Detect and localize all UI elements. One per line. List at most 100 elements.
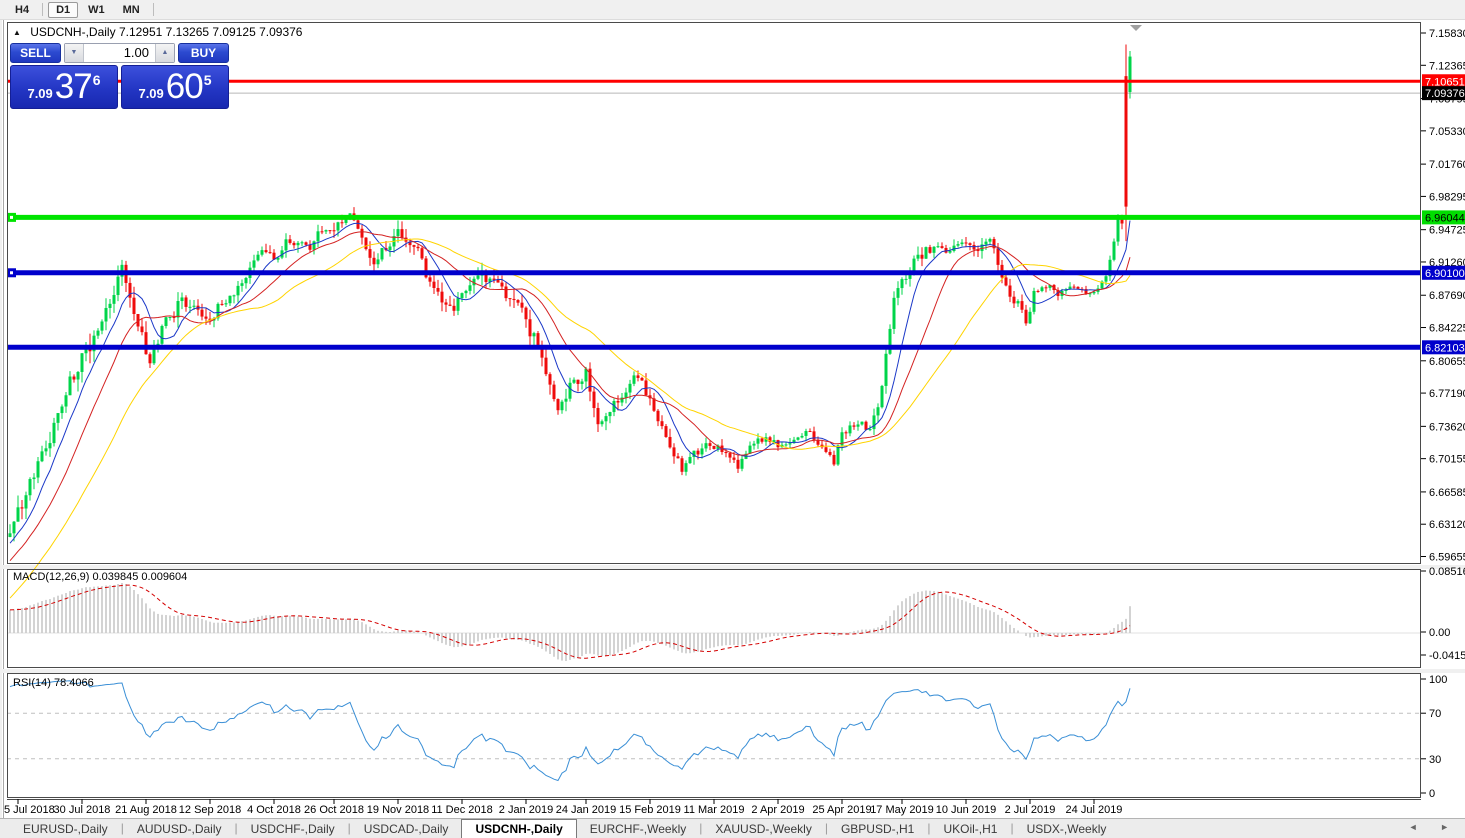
tab-eurchf-weekly[interactable]: EURCHF-,Weekly [589, 822, 687, 836]
rsi-label: RSI(14) 78.4066 [13, 677, 94, 689]
price-tick-label: 6.73620 [1429, 421, 1465, 433]
tab-separator: | [699, 821, 703, 835]
svg-text:6.96044: 6.96044 [1425, 212, 1465, 224]
rsi-axis-label: 100 [1429, 674, 1447, 686]
tab-ukoil-h1[interactable]: UKOil-,H1 [943, 822, 998, 836]
price-badge-6.96044: 6.96044 [1422, 210, 1465, 225]
macd-label: MACD(12,26,9) 0.039845 0.009604 [13, 571, 188, 583]
date-tick-label: 21 Aug 2018 [115, 804, 177, 816]
svg-text:7.10651: 7.10651 [1425, 76, 1465, 88]
date-tick-label: 24 Jan 2019 [556, 804, 617, 816]
timeframe-mn-button[interactable]: MN [122, 3, 140, 16]
sell-price-big: 37 [54, 67, 93, 106]
macd-axis-label: 0.085164 [1429, 566, 1465, 578]
svg-text:6.82103: 6.82103 [1425, 342, 1465, 354]
price-axis[interactable]: 7.158307.123657.087957.053307.017606.982… [1421, 28, 1465, 564]
toolbar-separator [152, 3, 154, 16]
price-tick-label: 6.77190 [1429, 388, 1465, 400]
tab-usdchf-daily[interactable]: USDCHF-,Daily [250, 822, 335, 836]
buy-price-sup: 5 [203, 72, 212, 88]
macd-axis-label: -0.041597 [1429, 650, 1465, 662]
price-tick-label: 6.94725 [1429, 225, 1465, 237]
tab-usdcad-daily[interactable]: USDCAD-,Daily [363, 822, 449, 836]
volume-input[interactable]: 1.00 [123, 45, 149, 60]
horizontal-level-lines[interactable] [7, 79, 1421, 350]
tab-gbpusd-h1[interactable]: GBPUSD-,H1 [840, 822, 915, 836]
date-tick-label: 2 Jul 2019 [1005, 804, 1056, 816]
chart-tabs-bar: EURUSD-,Daily | AUDUSD-,Daily | USDCHF-,Dail… [0, 818, 1465, 838]
tab-eurusd-daily[interactable]: EURUSD-,Daily [23, 822, 108, 836]
price-badge-7.10651: 7.10651 [1422, 74, 1465, 89]
price-tick-label: 6.80655 [1429, 356, 1465, 368]
sell-button[interactable]: SELL [10, 43, 61, 63]
tab-scroll-nav: ◄ ► [1409, 822, 1459, 832]
tab-scroll-left-icon[interactable]: ◄ [1408, 822, 1428, 832]
tab-separator: | [1010, 821, 1014, 835]
current-price-badge: 7.09376 [1422, 86, 1465, 101]
date-tick-label: 25 Apr 2019 [812, 804, 871, 816]
volume-decrease-icon[interactable]: ▼ [65, 44, 84, 62]
tab-audusd-daily[interactable]: AUDUSD-,Daily [136, 822, 222, 836]
macd-signal-line [9, 584, 1131, 659]
buy-price-big: 60 [165, 67, 204, 106]
date-tick-label: 19 Nov 2018 [367, 804, 429, 816]
window-background [2, 19, 1465, 818]
moving-average-17 [9, 231, 1131, 562]
timeframe-d1-button[interactable]: D1 [48, 1, 79, 18]
date-tick-label: 2 Jan 2019 [499, 804, 553, 816]
price-tick-label: 7.15830 [1429, 28, 1465, 40]
collapse-chart-icon[interactable]: ▲ [13, 28, 21, 37]
tab-separator: | [824, 821, 828, 835]
chart-symbol-label: USDCNH-,Daily [30, 25, 116, 39]
sell-price-sup: 6 [92, 72, 101, 88]
chart-ohlc-values: 7.12951 7.13265 7.09125 7.09376 [118, 25, 303, 39]
date-tick-label: 17 May 2019 [870, 804, 934, 816]
chart-shift-marker[interactable] [1130, 25, 1142, 31]
date-tick-label: 2 Apr 2019 [751, 804, 804, 816]
pane-borders [7, 22, 1421, 798]
date-tick-label: 12 Sep 2018 [179, 804, 241, 816]
macd-signal-layer [9, 584, 1131, 659]
buy-price-prefix: 7.09 [138, 85, 164, 101]
price-badge-6.82103: 6.82103 [1422, 340, 1465, 355]
date-tick-label: 11 Dec 2018 [431, 804, 493, 816]
buy-button[interactable]: BUY [178, 43, 229, 63]
tab-separator: | [234, 821, 238, 835]
ma-layer-0 [9, 220, 1131, 544]
chart-title: ▲ USDCNH-,Daily 7.12951 7.13265 7.09125 … [13, 25, 302, 39]
macd-histogram [9, 583, 1131, 662]
rsi-axis-label: 30 [1429, 754, 1441, 766]
price-tick-label: 6.87690 [1429, 290, 1465, 302]
date-tick-label: 26 Oct 2018 [304, 804, 364, 816]
date-tick-label: 5 Jul 2018 [4, 804, 55, 816]
timeframe-h4-button[interactable]: H4 [15, 3, 30, 16]
tab-separator: | [347, 821, 351, 835]
rsi-layer [9, 680, 1131, 782]
price-tick-label: 7.12365 [1429, 60, 1465, 72]
date-tick-label: 11 Mar 2019 [684, 804, 745, 816]
sell-price-box[interactable]: 7.09 37 6 [10, 65, 118, 109]
price-tick-label: 6.70155 [1429, 454, 1465, 466]
ma-layer-2 [9, 238, 1131, 599]
timeframe-toolbar: H4 D1 W1 MN [0, 0, 1465, 20]
timeframe-w1-button[interactable]: W1 [88, 3, 105, 16]
price-tick-label: 6.98295 [1429, 191, 1465, 203]
tab-separator: | [120, 821, 124, 835]
moving-average-34 [9, 238, 1131, 599]
svg-text:7.09376: 7.09376 [1425, 88, 1465, 100]
date-tick-label: 10 Jun 2019 [936, 804, 997, 816]
buy-price-box[interactable]: 7.09 60 5 [121, 65, 229, 109]
tab-separator: | [927, 821, 931, 835]
date-tick-label: 30 Jul 2018 [54, 804, 111, 816]
tab-usdcnh-daily[interactable]: USDCNH-,Daily [461, 819, 577, 838]
volume-increase-icon[interactable]: ▲ [155, 44, 174, 62]
price-tick-label: 7.01760 [1429, 159, 1465, 171]
tab-scroll-right-icon[interactable]: ► [1440, 822, 1459, 832]
tab-xauusd-weekly[interactable]: XAUUSD-,Weekly [715, 822, 812, 836]
tab-usdx-weekly[interactable]: USDX-,Weekly [1026, 822, 1107, 836]
price-tick-label: 6.59655 [1429, 551, 1465, 563]
toolbar-separator [42, 3, 44, 16]
